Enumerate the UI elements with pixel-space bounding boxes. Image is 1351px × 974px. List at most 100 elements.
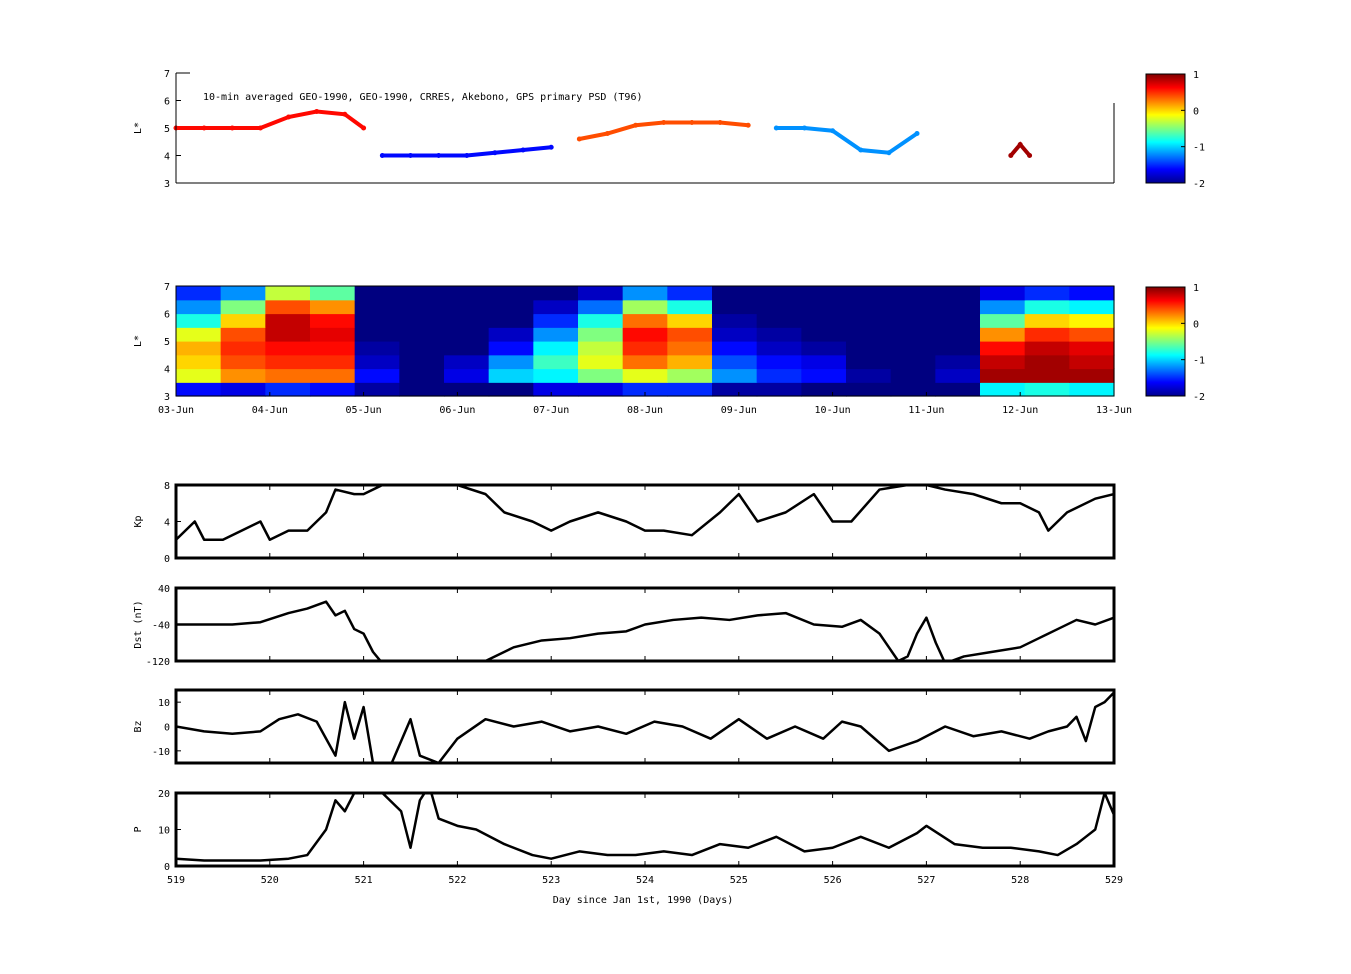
heatmap-cell: [890, 382, 936, 397]
heatmap-cell: [310, 327, 356, 342]
heatmap-cell: [220, 327, 266, 342]
heatmap-cell: [667, 368, 713, 383]
heatmap-cell: [1069, 368, 1115, 383]
heatmap-cell: [756, 327, 802, 342]
colorbar-tick-label: 0: [1193, 106, 1199, 117]
psd-point: [548, 144, 554, 150]
x-tick-label: 526: [824, 875, 842, 886]
heatmap-cell: [265, 354, 311, 370]
heatmap-cell: [310, 382, 356, 397]
heatmap-cell: [846, 354, 892, 370]
heatmap-cell: [890, 299, 936, 315]
heatmap-cell: [488, 354, 534, 370]
psd-point: [492, 150, 498, 156]
heatmap-cell: [578, 313, 624, 328]
colorbar-tick-label: 1: [1193, 283, 1199, 294]
heatmap-cell: [980, 327, 1026, 342]
heatmap-cell: [712, 299, 758, 315]
y-axis-label: Kp: [133, 515, 144, 527]
heatmap-cell: [220, 286, 266, 301]
x-tick-label: 09-Jun: [721, 405, 757, 416]
heatmap-cell: [712, 382, 758, 397]
panel-kp: 0 4 8 Kp: [133, 481, 1116, 565]
heatmap-cell: [756, 341, 802, 356]
heatmap-cell: [265, 368, 311, 383]
x-tick-label: 06-Jun: [439, 405, 475, 416]
heatmap-cell: [935, 313, 981, 328]
psd-point: [286, 114, 292, 120]
heatmap-cell: [846, 382, 892, 397]
heatmap-cell: [1024, 313, 1070, 328]
heatmap-cell: [1069, 299, 1115, 315]
heatmap-cell: [220, 299, 266, 315]
heatmap-cell: [220, 313, 266, 328]
psd-point: [801, 125, 807, 131]
heatmap-cell: [1069, 327, 1115, 342]
heatmap-cell: [890, 368, 936, 383]
heatmap-cell: [578, 286, 624, 301]
heatmap-cell: [846, 341, 892, 356]
heatmap-cell: [980, 341, 1026, 356]
psd-point: [773, 125, 779, 131]
y-tick-label: 4: [164, 518, 170, 529]
y-tick-label: 4: [164, 152, 170, 163]
heatmap-cell: [622, 327, 668, 342]
psd-point: [1017, 142, 1023, 147]
heatmap-cell: [533, 382, 579, 397]
colorbar-heatmap: 1 0 -1 -2: [1145, 283, 1205, 403]
heatmap-cell: [801, 299, 847, 315]
heatmap-cell: [176, 299, 222, 315]
psd-point: [379, 153, 385, 158]
y-tick-label: 3: [164, 392, 170, 403]
heatmap-cell: [220, 354, 266, 370]
x-tick-label: 529: [1105, 875, 1123, 886]
heatmap-cell: [265, 299, 311, 315]
psd-point: [717, 120, 723, 125]
heatmap-cell: [712, 368, 758, 383]
x-tick-label: 04-Jun: [252, 405, 288, 416]
y-tick-label: 3: [164, 179, 170, 190]
heatmap-cell: [310, 341, 356, 356]
heatmap-cell: [444, 313, 490, 328]
heatmap-cell: [310, 286, 356, 301]
colorbar-tick-label: -2: [1193, 179, 1205, 190]
heatmap-cell: [712, 341, 758, 356]
psd-point: [858, 147, 864, 153]
heatmap-cell: [354, 382, 400, 397]
heatmap-cell: [533, 341, 579, 356]
heatmap-cell: [980, 313, 1026, 328]
heatmap-cell: [935, 299, 981, 315]
heatmap-cell: [265, 313, 311, 328]
heatmap-cell: [444, 382, 490, 397]
heatmap-cell: [399, 286, 445, 301]
heatmap-cell: [935, 286, 981, 301]
heatmap-cell: [846, 299, 892, 315]
heatmap-cell: [176, 341, 222, 356]
heatmap-cell: [622, 299, 668, 315]
heatmap-cell: [578, 382, 624, 397]
heatmap-cell: [622, 382, 668, 397]
heatmap-cell: [712, 327, 758, 342]
x-tick-label: 521: [355, 875, 373, 886]
heatmap-cell: [444, 286, 490, 301]
heatmap-cell: [712, 354, 758, 370]
heatmap-cell: [622, 313, 668, 328]
heatmap-cell: [846, 327, 892, 342]
heatmap-cell: [935, 382, 981, 397]
colorbar-tick-label: -2: [1193, 392, 1205, 403]
heatmap-cell: [310, 299, 356, 315]
heatmap-cell: [533, 354, 579, 370]
heatmap-cell: [801, 286, 847, 301]
heatmap-cell: [354, 286, 400, 301]
heatmap-cell: [1069, 341, 1115, 356]
heatmap-cell: [801, 313, 847, 328]
y-axis-label: L*: [133, 122, 144, 134]
heatmap-cell: [846, 313, 892, 328]
heatmap-cell: [354, 341, 400, 356]
x-tick-label: 12-Jun: [1002, 405, 1038, 416]
heatmap-cell: [533, 327, 579, 342]
x-tick-label: 524: [636, 875, 654, 886]
heatmap-cell: [801, 382, 847, 397]
heatmap-cell: [846, 286, 892, 301]
